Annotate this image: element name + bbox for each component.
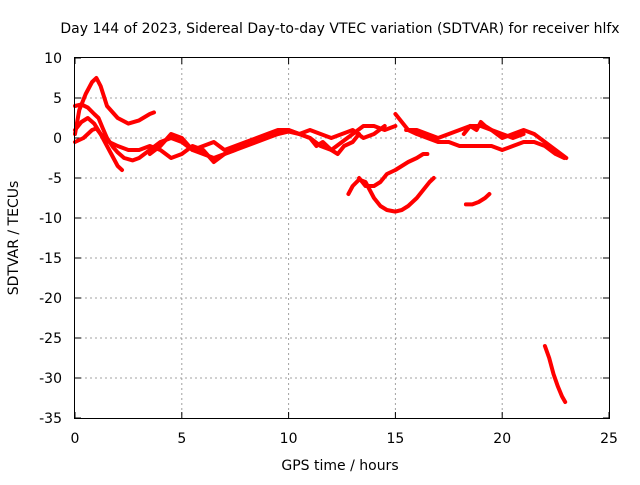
y-tick-labels: 10 5 0 -5 -10 -15 -20 -25 -30 -35 xyxy=(39,51,62,427)
y-tick-label: -5 xyxy=(48,171,62,187)
plot-frame xyxy=(74,57,610,419)
series-line-arc-10 xyxy=(393,112,567,160)
series-line-arc-12 xyxy=(461,120,526,140)
y-axis-label: SDTVAR / TECUs xyxy=(6,181,22,296)
y-tick-label: 10 xyxy=(44,51,62,67)
y-tick-label: -30 xyxy=(39,371,62,387)
y-tick-label: -35 xyxy=(39,411,62,427)
x-tick-label: 15 xyxy=(386,431,404,447)
series-line-arc-14 xyxy=(542,344,568,404)
y-tick-label: -20 xyxy=(39,291,62,307)
series-line-arc-1 xyxy=(73,76,156,136)
x-tick-label: 10 xyxy=(280,431,298,447)
y-tick-label: 0 xyxy=(53,131,62,147)
y-tick-label: -10 xyxy=(39,211,62,227)
x-tick-labels: 0 5 10 15 20 25 xyxy=(71,431,618,447)
series-line-arc-13 xyxy=(463,192,492,207)
x-tick-label: 0 xyxy=(71,431,80,447)
x-tick-label: 25 xyxy=(600,431,618,447)
series-line-arc-4 xyxy=(73,126,238,164)
chart-title: Day 144 of 2023, Sidereal Day-to-day VTE… xyxy=(60,21,619,37)
x-axis-label: GPS time / hours xyxy=(281,458,398,474)
x-tick-label: 20 xyxy=(493,431,511,447)
series-line-arc-11 xyxy=(404,124,569,160)
y-tick-label: -15 xyxy=(39,251,62,267)
series-layer xyxy=(73,76,569,404)
x-tick-label: 5 xyxy=(177,431,186,447)
series-line-arc-9 xyxy=(357,152,430,188)
grid xyxy=(75,58,609,418)
series-line-arc-7 xyxy=(286,124,387,140)
y-tick-label: 5 xyxy=(53,91,62,107)
y-tick-label: -25 xyxy=(39,331,62,347)
